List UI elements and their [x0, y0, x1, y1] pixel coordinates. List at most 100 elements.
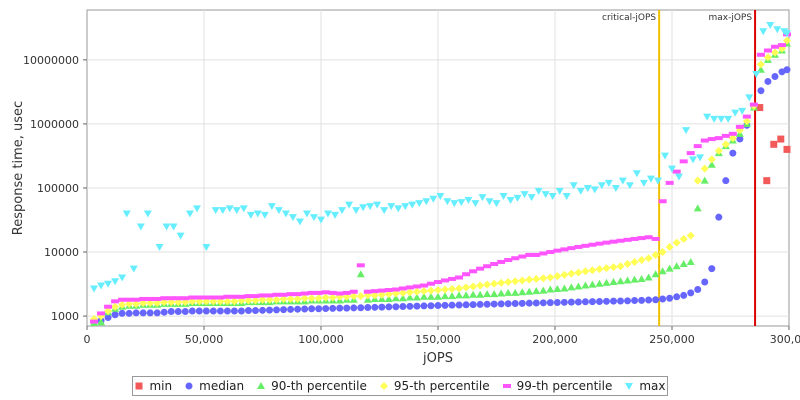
data-point: [757, 87, 765, 95]
data-point: [125, 309, 133, 317]
data-point: [357, 304, 365, 312]
data-point: [146, 299, 155, 308]
data-point: [553, 272, 562, 281]
data-point: [349, 289, 358, 294]
data-point: [675, 173, 684, 181]
legend-symbol: [625, 383, 634, 390]
legend-symbol: [379, 382, 388, 390]
data-point: [321, 290, 330, 295]
data-point: [104, 304, 113, 309]
data-point: [616, 238, 625, 243]
data-point: [511, 256, 520, 261]
data-point: [576, 187, 585, 195]
data-point: [483, 280, 492, 289]
data-point: [645, 296, 653, 304]
data-point: [118, 309, 126, 317]
data-point: [427, 302, 435, 310]
data-point: [232, 207, 241, 215]
data-point: [672, 169, 681, 174]
data-point: [644, 273, 653, 281]
legend-label: 95-th percentile: [393, 379, 490, 393]
data-point: [448, 276, 457, 281]
y-axis-title: Response time, usec: [11, 101, 26, 235]
data-point: [602, 264, 611, 273]
data-point: [385, 303, 393, 311]
data-point: [195, 295, 204, 300]
data-point: [497, 259, 506, 264]
data-point: [783, 66, 791, 74]
data-point: [611, 184, 620, 192]
data-point: [464, 196, 473, 204]
data-point: [415, 200, 424, 208]
data-point: [469, 290, 478, 298]
data-point: [588, 242, 597, 247]
data-point: [588, 280, 597, 288]
data-point: [405, 285, 414, 290]
legend-item: 95-th percentile: [379, 379, 490, 393]
data-point: [244, 296, 253, 305]
data-point: [281, 210, 290, 218]
data-point: [703, 113, 712, 121]
data-point: [631, 297, 639, 305]
data-point: [384, 290, 393, 299]
data-point: [518, 299, 526, 307]
data-point: [335, 291, 344, 296]
data-point: [188, 307, 196, 315]
data-point: [745, 94, 754, 102]
data-point: [672, 262, 681, 270]
data-point: [602, 240, 611, 245]
data-point: [595, 297, 603, 305]
legend-symbol: [185, 382, 193, 390]
data-point: [274, 207, 283, 215]
data-point: [722, 177, 730, 185]
data-point: [211, 207, 220, 215]
data-point: [651, 270, 660, 278]
data-point: [413, 302, 421, 310]
data-point: [700, 164, 709, 173]
data-point: [518, 276, 527, 285]
data-points: [90, 21, 791, 326]
data-point: [520, 191, 529, 199]
data-point: [595, 279, 604, 287]
data-point: [181, 296, 190, 301]
data-point: [504, 258, 513, 263]
data-point: [624, 297, 632, 305]
data-point: [153, 309, 161, 317]
series-min: [756, 104, 791, 185]
data-point: [714, 146, 723, 155]
data-point: [701, 278, 709, 286]
data-point: [610, 297, 617, 305]
data-point: [398, 288, 407, 297]
data-point: [729, 149, 737, 157]
legend-item: min: [134, 379, 172, 393]
data-point: [132, 297, 141, 302]
series-median: [90, 66, 791, 326]
data-point: [97, 311, 106, 316]
data-point: [532, 252, 541, 257]
data-point: [560, 298, 568, 306]
data-point: [567, 269, 576, 278]
data-point: [209, 307, 217, 315]
data-point: [356, 263, 365, 268]
data-point: [223, 297, 232, 306]
data-point: [490, 279, 499, 288]
data-point: [759, 28, 768, 36]
data-point: [90, 319, 99, 324]
data-point: [104, 307, 113, 316]
data-point: [359, 204, 368, 212]
data-point: [272, 295, 281, 304]
data-point: [728, 134, 737, 143]
data-point: [588, 266, 597, 275]
data-point: [366, 203, 375, 211]
data-point: [462, 301, 470, 309]
data-point: [155, 243, 164, 251]
data-point: [314, 290, 323, 295]
data-point: [518, 288, 527, 296]
series-max: [90, 21, 791, 293]
data-point: [111, 311, 119, 319]
data-point: [443, 198, 452, 206]
data-point: [160, 308, 168, 316]
data-point: [143, 210, 152, 218]
data-point: [560, 270, 569, 279]
